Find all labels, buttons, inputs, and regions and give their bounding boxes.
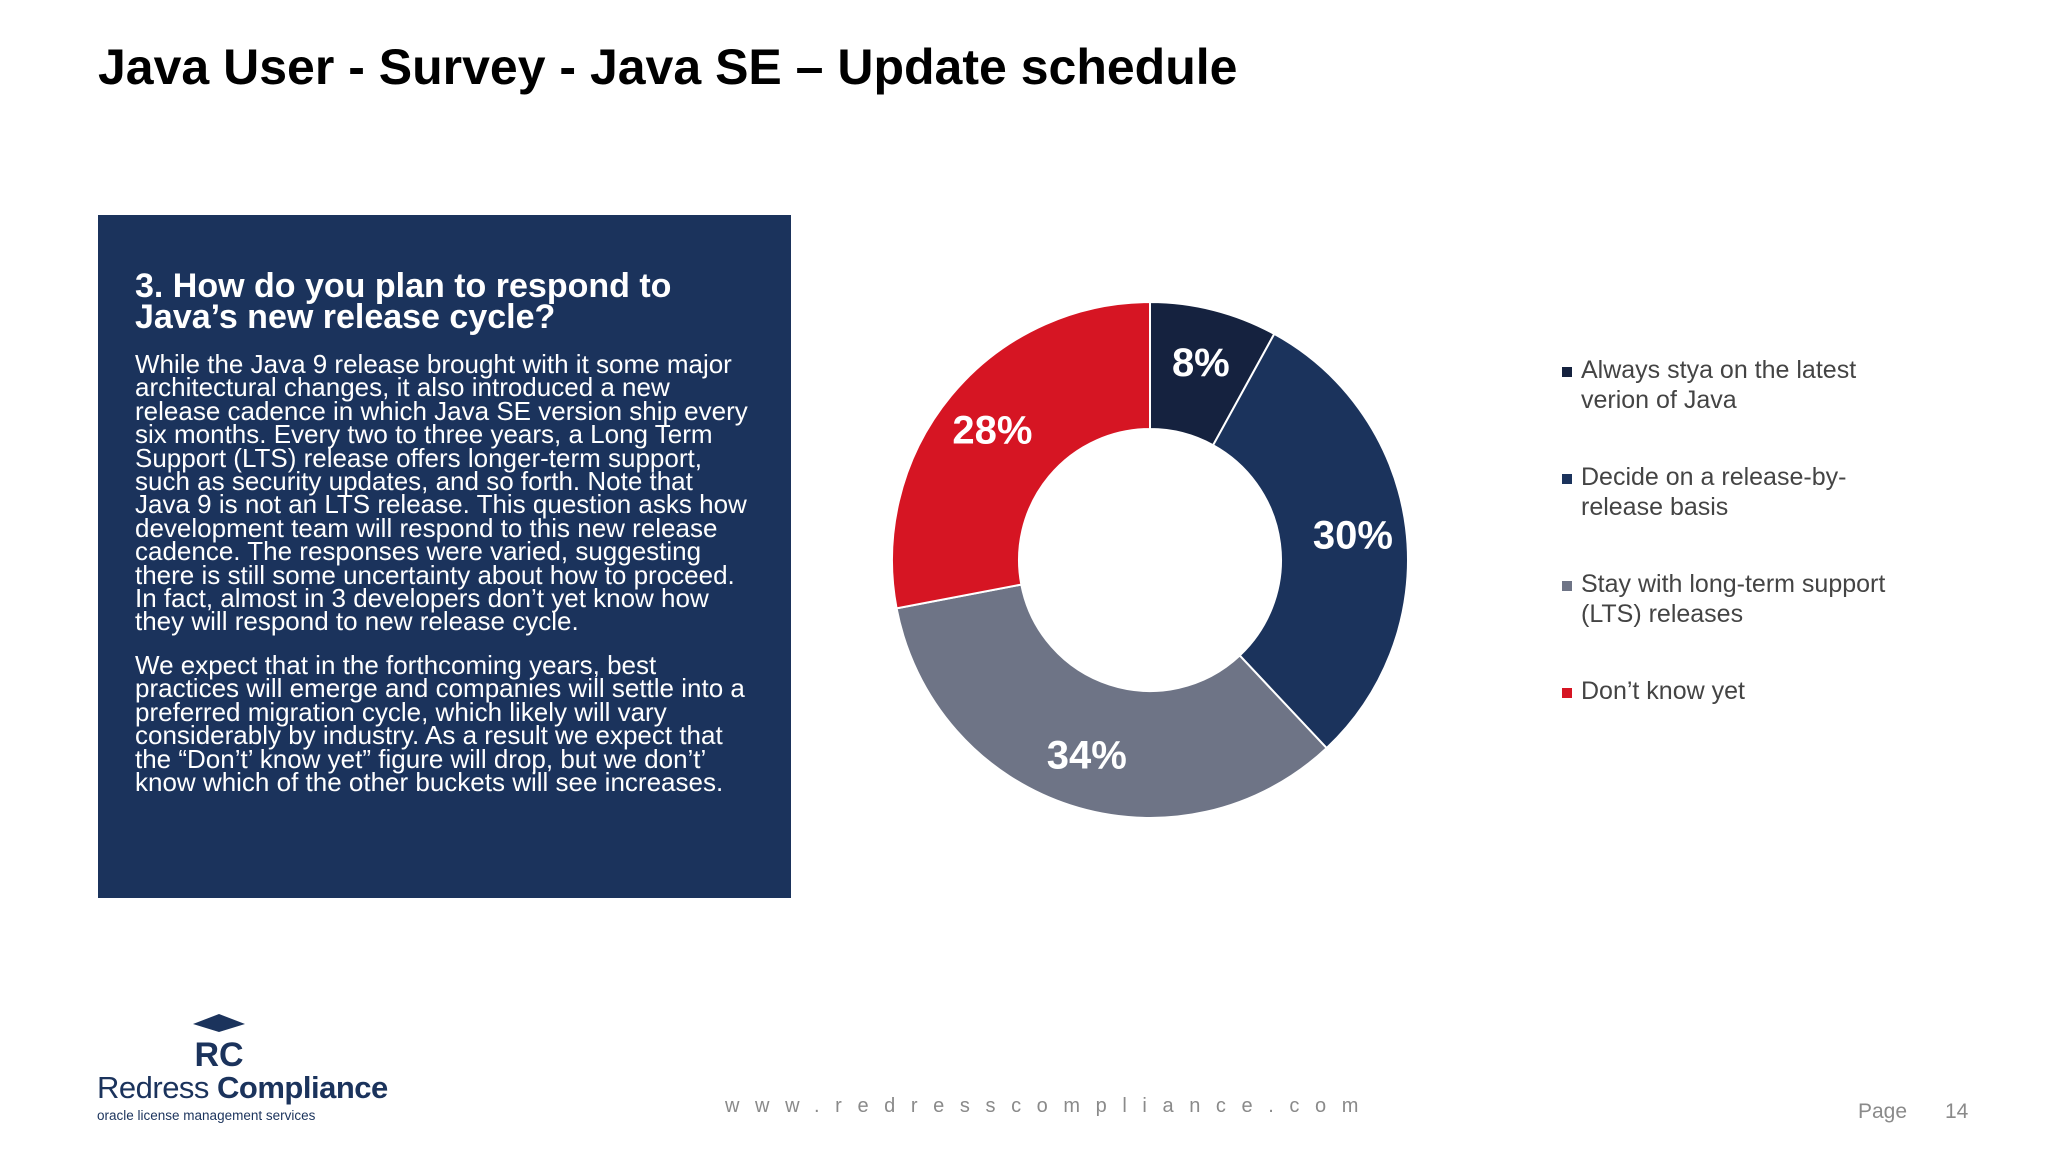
- question-heading: 3. How do you plan to respond to Java’s …: [135, 267, 672, 336]
- slice-label-latest: 8%: [1172, 341, 1230, 385]
- logo-tagline: oracle license management services: [97, 1108, 316, 1123]
- legend-label: Decide on a release-by-release basis: [1581, 463, 1847, 521]
- logo-mark-text: RC: [194, 1036, 243, 1070]
- description-paragraph-2: We expect that in the forthcoming years,…: [135, 649, 745, 797]
- description-panel: 3. How do you plan to respond to Java’s …: [98, 215, 791, 898]
- rc-logo-icon: RC: [193, 1014, 245, 1070]
- donut-chart: 8% 30% 34% 28%: [891, 300, 1409, 819]
- legend-swatch: [1562, 367, 1572, 377]
- logo-company-name: Redress Compliance: [97, 1070, 388, 1106]
- page-label: Page: [1858, 1100, 1908, 1123]
- slice-label-release-by-release: 30%: [1313, 513, 1393, 557]
- slice-label-lts: 34%: [1047, 733, 1127, 777]
- legend-label: Stay with long-term support (LTS) releas…: [1581, 570, 1886, 628]
- footer-url: www.redresscompliance.com: [725, 1095, 1374, 1117]
- slide-title: Java User - Survey - Java SE – Update sc…: [98, 39, 1238, 95]
- donut-slice-release-by-release: [1211, 332, 1409, 750]
- legend-item-lts: Stay with long-term support (LTS) releas…: [1560, 569, 1890, 676]
- logo-name-bold: Compliance: [217, 1070, 388, 1105]
- legend-label: Always stya on the latest verion of Java: [1581, 356, 1857, 414]
- description-paragraph-1: While the Java 9 release brought with it…: [135, 349, 748, 637]
- redress-compliance-logo: RC Redress Compliance oracle license man…: [97, 1010, 388, 1125]
- legend-swatch: [1562, 581, 1572, 591]
- page-number: 14: [1945, 1100, 1969, 1123]
- legend-item-release-by-release: Decide on a release-by-release basis: [1560, 462, 1890, 569]
- donut-slice-lts: [895, 583, 1329, 819]
- chart-legend: Always stya on the latest verion of Java…: [1560, 355, 1890, 783]
- legend-swatch: [1562, 688, 1572, 698]
- slice-label-dont-know: 28%: [952, 409, 1032, 453]
- legend-swatch: [1562, 474, 1572, 484]
- legend-label: Don’t know yet: [1581, 677, 1745, 705]
- legend-item-dont-know: Don’t know yet: [1560, 676, 1890, 783]
- donut-slice-dont-know: [891, 300, 1151, 610]
- legend-item-latest: Always stya on the latest verion of Java: [1560, 355, 1890, 462]
- logo-name-regular: Redress: [97, 1070, 218, 1105]
